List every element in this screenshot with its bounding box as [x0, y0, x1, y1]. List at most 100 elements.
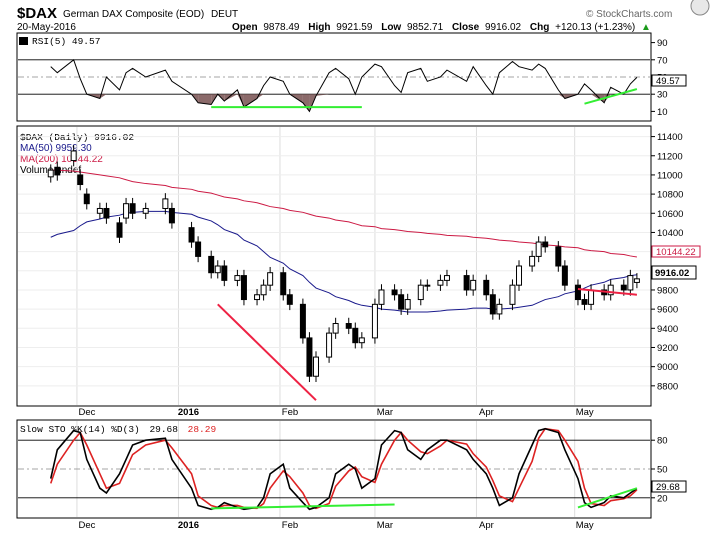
high-label: High [308, 22, 330, 33]
candle-body [332, 323, 339, 334]
rsi-oversold-fill [99, 94, 107, 99]
sto-k-line [49, 427, 638, 511]
candle-body [443, 275, 450, 281]
candle-body [54, 166, 61, 176]
rsi-oversold-fill [591, 94, 605, 103]
candle-body [103, 207, 110, 219]
exchange: DEUT [211, 9, 238, 20]
candle-body [463, 275, 470, 291]
price-y-tick-label: 9600 [657, 305, 678, 316]
rsi-y-tick-label: 90 [657, 38, 668, 49]
candle-body [83, 193, 90, 205]
candle-body [70, 150, 77, 162]
candle-body [483, 279, 490, 296]
price-y-tick-label: 10600 [657, 209, 683, 220]
candle-body [260, 284, 267, 296]
close-value: 9916.02 [485, 22, 522, 33]
sto-legend-prefix: Slow STO %K(14) %D(3) [20, 424, 140, 435]
price-trendline [217, 303, 317, 401]
close-badge-text: 9916.02 [655, 268, 689, 279]
close-label: Close [452, 22, 480, 33]
x-axis-label: Mar [377, 407, 393, 418]
chg-up-icon: ▲ [641, 22, 651, 33]
x-axis-label: Apr [479, 520, 494, 531]
candle-body [267, 272, 274, 286]
candle-body [378, 289, 385, 305]
open-value: 9878.49 [263, 22, 300, 33]
candle-body [535, 241, 542, 257]
candle-body [496, 303, 503, 315]
sto-legend-d: 28.29 [188, 424, 217, 435]
candle-body [234, 275, 241, 281]
candle-body [627, 275, 634, 291]
candle-body [424, 284, 431, 287]
candle-body [240, 275, 247, 301]
symbol: $DAX [17, 5, 57, 22]
candle-body [620, 284, 627, 291]
candle-body [214, 265, 221, 274]
candle-body [221, 265, 228, 281]
candle-body [47, 169, 54, 178]
candle-body [555, 246, 562, 267]
svg-text:Slow STO %K(14) %D(3) 29: Slow STO %K(14) %D(3) 29.68 28.29 [20, 424, 216, 435]
instrument-title: German DAX Composite (EOD) [63, 9, 204, 20]
sto-trendline [211, 503, 395, 510]
ohlc-readout: Open 9878.49 High 9921.59 Low 9852.71 Cl… [232, 22, 651, 33]
price-y-tick-label: 9800 [657, 285, 678, 296]
candle-body [77, 174, 84, 186]
rsi-badge: 49.57 [651, 74, 687, 87]
chart-date: 20-May-2016 [17, 22, 76, 33]
price-legend-ma200: MA(200) 10144.22 [20, 154, 103, 165]
price-y-tick-label: 10800 [657, 190, 683, 201]
rsi-legend-text: RSI(5) 49.57 [32, 36, 100, 47]
rsi-oversold-fill [198, 94, 212, 105]
candle-body [116, 222, 123, 238]
chg-value: +120.13 (+1.23%) [555, 22, 635, 33]
price-legend-ma50: MA(50) 9959.30 [20, 143, 92, 154]
x-axis-label: 2016 [178, 407, 199, 418]
price-panel-frame [16, 125, 652, 407]
price-y-tick-label: 9000 [657, 362, 678, 373]
candle-body [162, 198, 169, 209]
rsi-oversold-fill [604, 94, 611, 103]
price-y-tick-label: 11400 [657, 132, 683, 143]
high-value: 9921.59 [336, 22, 373, 33]
x-axis-label: May [576, 520, 594, 531]
candle-body [306, 337, 313, 377]
x-axis-label: Feb [282, 407, 298, 418]
candle-body [509, 284, 516, 305]
candle-body [574, 284, 581, 301]
candle-body [345, 323, 352, 329]
candle-body [352, 327, 359, 344]
ma50-line [50, 210, 637, 313]
price-y-tick-label: 9200 [657, 343, 678, 354]
sto-d-line [49, 427, 638, 510]
candle-body [358, 337, 365, 344]
candle-body [542, 241, 549, 248]
sto-y-tick-label: 50 [657, 465, 668, 476]
svg-text:Open 9878.49 High: Open 9878.49 High 9921.59 Low 9852.71 Cl… [232, 22, 651, 33]
candle-body [417, 284, 424, 301]
sto-trendline [577, 487, 638, 509]
candle-body [588, 289, 595, 305]
rsi-oversold-fill [243, 94, 258, 108]
open-label: Open [232, 22, 258, 33]
x-axis-label: Dec [78, 407, 95, 418]
candle-body [404, 299, 411, 310]
candle-body [142, 207, 149, 214]
candle-body [280, 272, 287, 296]
candle-body [312, 356, 319, 377]
candle-body [391, 289, 398, 296]
rsi-legend: RSI(5) 49.57 [19, 36, 100, 47]
price-y-tick-label: 11000 [657, 170, 683, 181]
sto-badge: 29.68 [651, 480, 687, 493]
ma200-badge-text: 10144.22 [656, 247, 696, 258]
candle-body [489, 294, 496, 315]
price-y-tick-label: 9400 [657, 324, 678, 335]
candle-body [607, 284, 614, 296]
candle-body [168, 207, 175, 224]
x-axis-label: Dec [78, 520, 95, 531]
zoom-icon[interactable] [690, 0, 710, 16]
candle-body [254, 294, 261, 301]
